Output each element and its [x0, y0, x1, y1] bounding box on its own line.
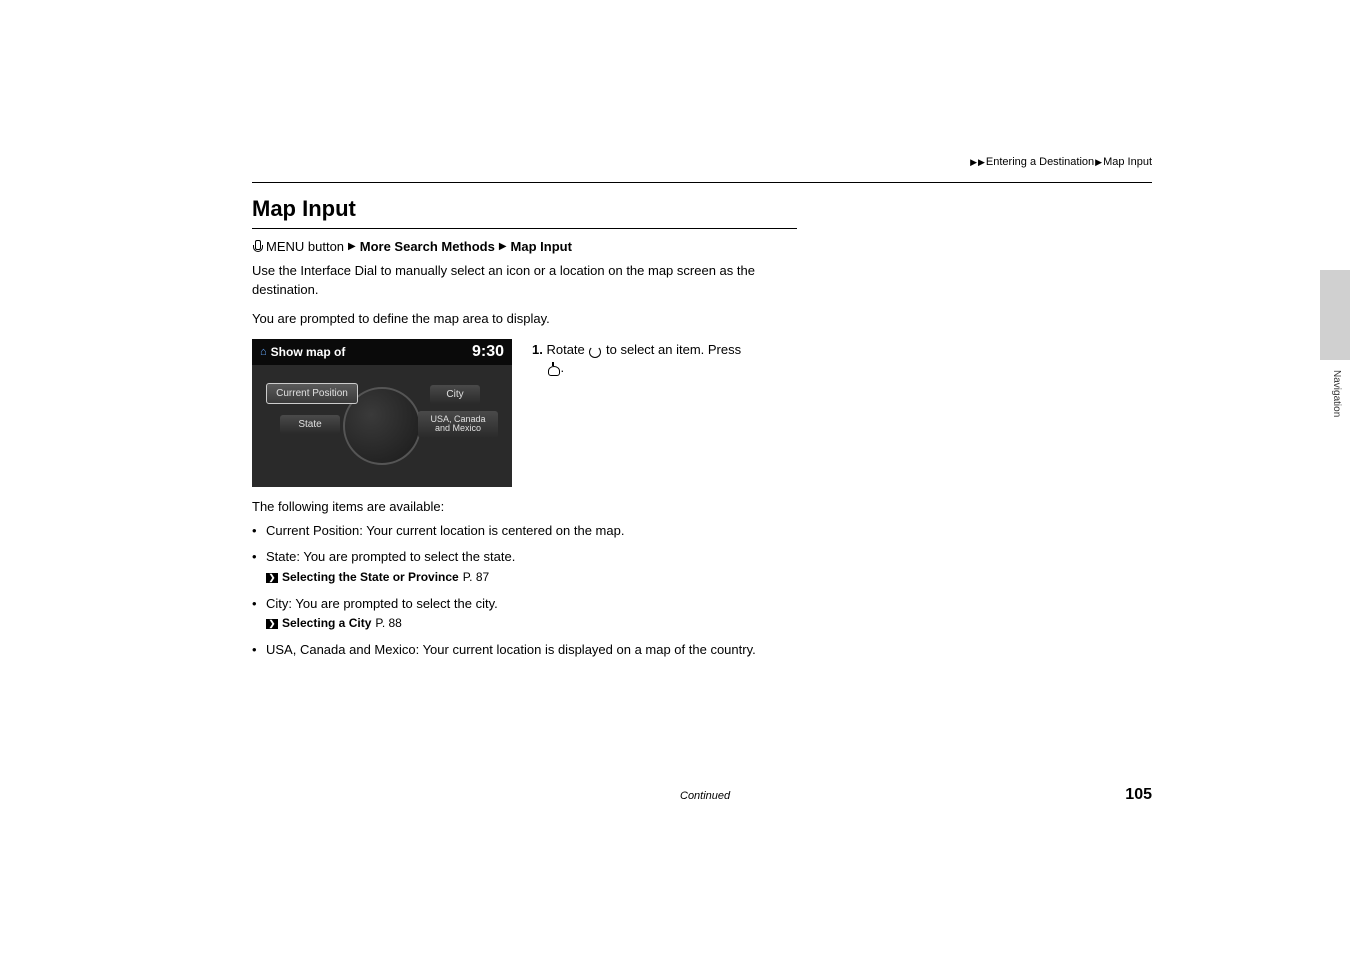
press-dial-icon — [546, 361, 560, 375]
list-item: Current Position: Your current location … — [252, 522, 797, 541]
page-content: ▶ ▶ Entering a Destination ▶ Map Input M… — [252, 166, 1152, 668]
home-icon: ⌂ — [260, 346, 267, 358]
menu-path: MENU button ▶ More Search Methods ▶ Map … — [252, 239, 1152, 254]
header-rule — [252, 182, 1152, 183]
list-item: City: You are prompted to select the cit… — [252, 595, 797, 633]
option-desc: : You are prompted to select the state. — [296, 549, 515, 564]
title-rule — [252, 228, 797, 229]
option-label: State — [266, 549, 296, 564]
screenshot-body: Current Position State City USA, Canada … — [252, 365, 512, 487]
reference-icon: ❯ — [266, 619, 278, 629]
step-instruction: 1. Rotate to select an item. Press . — [532, 339, 741, 487]
list-item: USA, Canada and Mexico: Your current loc… — [252, 641, 797, 660]
step-text-part: . — [560, 360, 564, 375]
cross-reference: ❯ Selecting a City P. 88 — [266, 615, 797, 632]
side-section-label: Navigation — [1331, 370, 1342, 417]
breadcrumb-seg: Map Input — [1103, 156, 1152, 168]
screenshot-title: Show map of — [271, 345, 346, 359]
section-title: Map Input — [252, 196, 1152, 222]
screenshot-option-state: State — [280, 415, 340, 434]
reference-page: P. 87 — [463, 569, 489, 586]
intro-paragraph: You are prompted to define the map area … — [252, 310, 797, 329]
breadcrumb: ▶ ▶ Entering a Destination ▶ Map Input — [970, 156, 1152, 168]
list-item: State: You are prompted to select the st… — [252, 548, 797, 586]
option-label: USA, Canada and Mexico — [266, 642, 416, 657]
voice-icon — [252, 240, 262, 254]
screenshot-option-city: City — [430, 385, 480, 404]
screenshot-header: ⌂ Show map of — [260, 345, 345, 359]
side-tab — [1320, 270, 1350, 360]
option-desc: : Your current location is displayed on … — [416, 642, 756, 657]
page-number: 105 — [1125, 786, 1152, 804]
option-label: Current Position — [266, 523, 359, 538]
intro-paragraph: Use the Interface Dial to manually selec… — [252, 262, 797, 300]
option-label: City — [266, 596, 288, 611]
screenshot-clock: 9:30 — [472, 343, 504, 361]
cross-reference: ❯ Selecting the State or Province P. 87 — [266, 569, 797, 586]
screenshot-option-usa: USA, Canada and Mexico — [418, 411, 498, 439]
triangle-icon: ▶ — [970, 157, 977, 168]
device-screenshot: ⌂ Show map of 9:30 Current Position Stat… — [252, 339, 512, 487]
options-list: Current Position: Your current location … — [252, 522, 797, 660]
continued-label: Continued — [680, 790, 730, 802]
reference-page: P. 88 — [375, 615, 401, 632]
menu-path-seg: Map Input — [511, 239, 572, 254]
reference-icon: ❯ — [266, 573, 278, 583]
step-text-part: Rotate — [546, 342, 588, 357]
breadcrumb-seg: Entering a Destination — [986, 156, 1094, 168]
list-intro: The following items are available: — [252, 499, 1152, 514]
reference-title: Selecting a City — [282, 615, 371, 632]
reference-title: Selecting the State or Province — [282, 569, 459, 586]
menu-button-label: MENU button — [266, 239, 344, 254]
triangle-icon: ▶ — [348, 241, 356, 252]
rotate-dial-icon — [588, 343, 602, 357]
menu-path-seg: More Search Methods — [360, 239, 495, 254]
triangle-icon: ▶ — [499, 241, 507, 252]
step-text-part: to select an item. Press — [602, 342, 741, 357]
step-number: 1. — [532, 342, 543, 357]
option-desc: : You are prompted to select the city. — [288, 596, 497, 611]
triangle-icon: ▶ — [978, 157, 985, 168]
triangle-icon: ▶ — [1095, 157, 1102, 168]
option-desc: : Your current location is centered on t… — [359, 523, 624, 538]
figure-step-row: ⌂ Show map of 9:30 Current Position Stat… — [252, 339, 1152, 487]
screenshot-option-current-position: Current Position — [266, 383, 358, 404]
